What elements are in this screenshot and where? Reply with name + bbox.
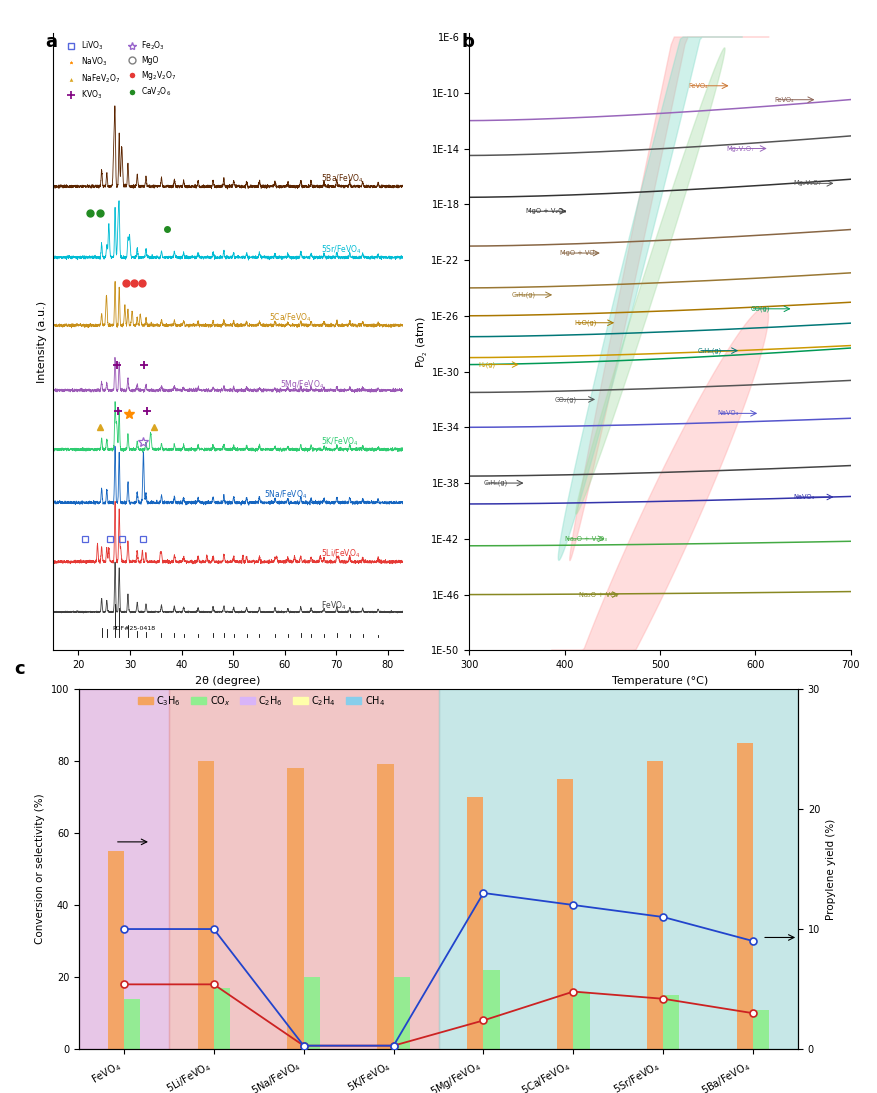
Y-axis label: P$_{O_2}$ (atm): P$_{O_2}$ (atm) bbox=[415, 316, 430, 367]
Text: C₃H₄(g): C₃H₄(g) bbox=[512, 292, 536, 298]
Bar bbox=[303, 977, 320, 1049]
Text: C₃H₆(g): C₃H₆(g) bbox=[483, 480, 508, 486]
Bar bbox=[168, 689, 438, 1049]
Y-axis label: Intensity (a.u.): Intensity (a.u.) bbox=[37, 301, 47, 383]
Text: CO(g): CO(g) bbox=[751, 306, 770, 313]
Text: Mg₂V₂O₇: Mg₂V₂O₇ bbox=[794, 180, 821, 186]
Bar bbox=[483, 969, 500, 1049]
X-axis label: 2θ (degree): 2θ (degree) bbox=[196, 675, 260, 685]
Bar bbox=[108, 850, 124, 1049]
Text: C₃H₆(g): C₃H₆(g) bbox=[698, 348, 723, 354]
Bar bbox=[214, 988, 230, 1049]
Polygon shape bbox=[570, 37, 769, 561]
Text: 5Mg/FeVO$_4$: 5Mg/FeVO$_4$ bbox=[280, 378, 324, 391]
Bar bbox=[79, 689, 168, 1049]
Text: 5Li/FeVO$_4$: 5Li/FeVO$_4$ bbox=[321, 548, 360, 561]
Text: 5Sr/FeVO$_4$: 5Sr/FeVO$_4$ bbox=[321, 244, 361, 256]
Bar bbox=[737, 743, 753, 1049]
Bar bbox=[467, 797, 483, 1049]
Bar bbox=[197, 761, 214, 1049]
Text: 5Na/FeVO$_4$: 5Na/FeVO$_4$ bbox=[264, 489, 307, 502]
Bar bbox=[557, 778, 574, 1049]
Bar bbox=[574, 991, 589, 1049]
Bar bbox=[124, 999, 140, 1049]
Text: 5Ba/FeVO$_4$: 5Ba/FeVO$_4$ bbox=[321, 173, 364, 185]
Text: H₂(g): H₂(g) bbox=[479, 362, 496, 368]
Text: FeVO₄: FeVO₄ bbox=[688, 83, 709, 89]
Y-axis label: Propylene yield (%): Propylene yield (%) bbox=[826, 819, 836, 919]
Text: H₂O(g): H₂O(g) bbox=[574, 319, 596, 326]
Text: 5Ca/FeVO$_4$: 5Ca/FeVO$_4$ bbox=[269, 312, 312, 325]
Legend: LiVO$_3$, NaVO$_3$, NaFeV$_2$O$_7$, KVO$_3$, Fe$_2$O$_3$, MgO, Mg$_2$V$_2$O$_7$,: LiVO$_3$, NaVO$_3$, NaFeV$_2$O$_7$, KVO$… bbox=[60, 36, 180, 104]
Bar bbox=[377, 764, 394, 1049]
Bar bbox=[394, 977, 410, 1049]
Text: Mg₂V₂O₇: Mg₂V₂O₇ bbox=[727, 145, 754, 152]
Bar bbox=[647, 761, 663, 1049]
Text: CO₂(g): CO₂(g) bbox=[555, 396, 577, 402]
Polygon shape bbox=[552, 307, 768, 650]
Bar bbox=[753, 1010, 769, 1049]
Legend: C$_3$H$_6$, CO$_x$, C$_2$H$_6$, C$_2$H$_4$, CH$_4$: C$_3$H$_6$, CO$_x$, C$_2$H$_6$, C$_2$H$_… bbox=[134, 690, 389, 712]
Text: PDF#25-0418: PDF#25-0418 bbox=[112, 625, 155, 631]
Bar bbox=[663, 995, 680, 1049]
Text: NaVO₃: NaVO₃ bbox=[717, 410, 738, 416]
Text: MgO + V₂O₃: MgO + V₂O₃ bbox=[526, 209, 567, 214]
Text: 5K/FeVO$_4$: 5K/FeVO$_4$ bbox=[321, 436, 359, 448]
Text: FeVO₄: FeVO₄ bbox=[774, 96, 794, 103]
X-axis label: Temperature (°C): Temperature (°C) bbox=[612, 675, 708, 685]
Text: NaVO₃: NaVO₃ bbox=[794, 494, 815, 500]
Text: FeVO$_4$: FeVO$_4$ bbox=[321, 600, 346, 612]
Polygon shape bbox=[559, 37, 743, 561]
Polygon shape bbox=[576, 48, 725, 514]
Text: c: c bbox=[14, 660, 25, 678]
Y-axis label: Conversion or selectivity (%): Conversion or selectivity (%) bbox=[35, 794, 46, 944]
Bar bbox=[288, 768, 303, 1049]
Text: MgO + VO₂: MgO + VO₂ bbox=[560, 250, 597, 256]
Text: b: b bbox=[461, 33, 474, 50]
Text: Na₂O + VO₂: Na₂O + VO₂ bbox=[579, 591, 618, 598]
Bar bbox=[438, 689, 798, 1049]
Text: Na₂O + V₂O₃: Na₂O + V₂O₃ bbox=[565, 536, 606, 542]
Text: a: a bbox=[46, 33, 58, 50]
